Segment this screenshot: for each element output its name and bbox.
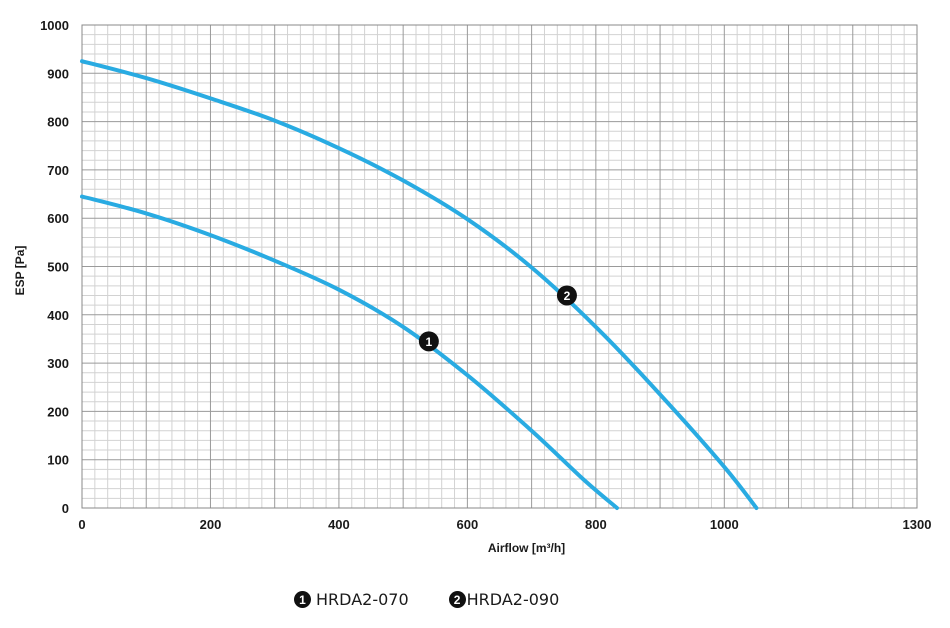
y-axis-title: ESP [Pa] (13, 246, 27, 296)
y-tick-label: 900 (47, 66, 69, 81)
legend-item-hrda2-070: 1 HRDA2-070 (294, 590, 409, 609)
y-tick-label: 100 (47, 453, 69, 468)
legend-badge-2: 2 (448, 591, 466, 608)
y-tick-label: 300 (47, 356, 69, 371)
series-line-2 (80, 59, 759, 510)
x-axis-title: Airflow [m³/h] (488, 541, 565, 555)
x-tick-label: 200 (200, 517, 222, 532)
x-tick-label: 1000 (710, 517, 739, 532)
legend-item-hrda2-090: 2 HRDA2-090 (448, 590, 560, 609)
x-axis-ticks: 0 200 400 600 800 1000 1300 (78, 517, 931, 532)
x-tick-label: 600 (457, 517, 479, 532)
x-tick-label: 1300 (903, 517, 932, 532)
series-marker-label-1: 1 (426, 335, 433, 349)
legend-label-hrda2-090: HRDA2-090 (466, 590, 560, 609)
y-tick-label: 600 (47, 211, 69, 226)
y-tick-label: 500 (47, 260, 69, 275)
plot-frame (81, 24, 918, 509)
y-axis-ticks: 0 100 200 300 400 500 600 700 800 900 1000 (40, 18, 69, 516)
major-grid (81, 24, 918, 509)
x-tick-label: 800 (585, 517, 607, 532)
y-tick-label: 400 (47, 308, 69, 323)
series-marker-label-2: 2 (564, 289, 571, 303)
series-layer: 12 (80, 59, 759, 510)
y-tick-label: 1000 (40, 18, 69, 33)
y-tick-label: 700 (47, 163, 69, 178)
series-marker-1 (418, 331, 439, 352)
y-tick-label: 200 (47, 404, 69, 419)
legend-badge-1: 1 (294, 591, 311, 608)
x-tick-label: 400 (328, 517, 350, 532)
series-line-1 (80, 194, 619, 510)
x-tick-label: 0 (78, 517, 85, 532)
series-marker-2 (556, 285, 577, 306)
legend-label-hrda2-070: HRDA2-070 (316, 590, 409, 609)
legend: 1 HRDA2-070 2 HRDA2-090 (294, 590, 559, 609)
y-tick-label: 800 (47, 115, 69, 130)
y-tick-label: 0 (62, 501, 69, 516)
chart-canvas: 0 100 200 300 400 500 600 700 800 900 1000 0 200 400… (13, 18, 931, 555)
